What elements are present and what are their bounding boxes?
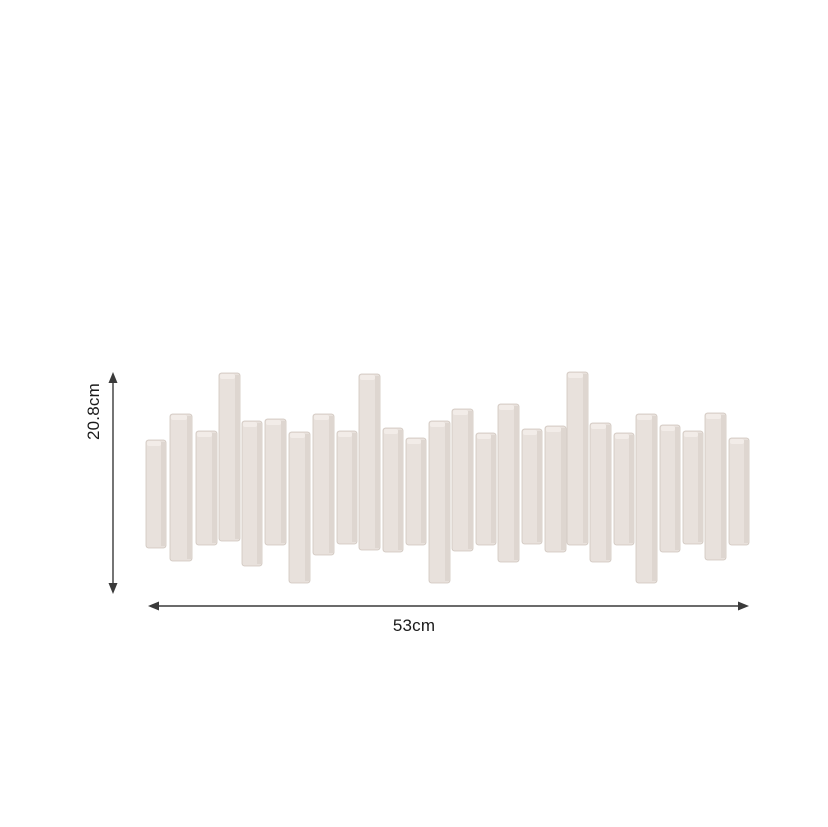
hook-bar [405,437,427,546]
hook-bar [682,430,704,545]
hook-bar [475,432,497,546]
hook-bar [613,432,635,546]
hook-bar [312,413,335,556]
width-dimension-label: 53cm [392,616,436,635]
hook-bar [635,413,658,584]
hook-bar [544,425,567,553]
hook-bar [497,403,520,563]
hook-bar [336,430,358,545]
hook-bar [241,420,263,567]
hook-bar [659,424,681,553]
hook-bar [264,418,287,546]
hook-bar [218,372,241,542]
hook-bar [521,428,543,545]
hook-bar [428,420,451,584]
hook-bar [288,431,311,584]
height-dimension-label: 20.8cm [84,383,103,440]
hook-bar [145,439,167,549]
hook-rack-bars [145,371,750,584]
hook-bar [195,430,218,546]
hook-bar [358,373,381,551]
hook-bar [589,422,612,563]
hook-bar [704,412,727,561]
width-dimension-arrow [148,601,749,611]
hook-bar [728,437,750,546]
hook-bar [566,371,589,546]
hook-bar [169,413,193,562]
hook-bar [382,427,404,553]
height-dimension-arrow [108,372,118,594]
hook-bar [451,408,474,552]
